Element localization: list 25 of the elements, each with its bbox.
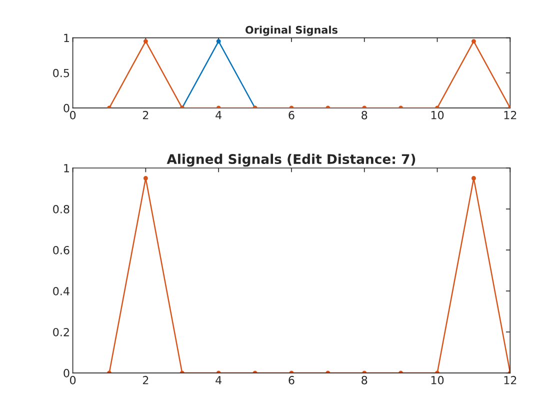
x-tick-label: 2 <box>142 110 148 120</box>
x-tick-label: 4 <box>216 111 222 120</box>
y-tick-label: 0.6 <box>53 246 70 254</box>
x-tick-label: 10 <box>431 376 444 384</box>
y-tick-label: 0 <box>64 104 70 112</box>
y-tick-label: 0.8 <box>53 204 70 214</box>
x-tick-label: 6 <box>288 110 294 120</box>
y-tick-label: 1 <box>64 164 69 172</box>
x-tick-label: 2 <box>142 376 148 384</box>
y-tick-label: 1 <box>64 34 69 42</box>
x-tick-label: 0 <box>70 376 76 384</box>
x-tick-label: 8 <box>362 376 368 384</box>
y-tick-label: 0.2 <box>53 328 69 336</box>
x-tick-label: 10 <box>431 110 444 120</box>
x-tick-label: 0 <box>70 110 76 120</box>
x-tick-label: 8 <box>362 110 368 120</box>
x-tick-label: 12 <box>504 376 516 384</box>
x-tick-label: 4 <box>216 376 222 384</box>
chart-title: Original Signals <box>246 26 338 36</box>
y-tick-label: 0.5 <box>53 68 70 78</box>
y-tick-label: 0 <box>64 368 70 378</box>
chart-title: Aligned Signals (Edit Distance: 7) <box>166 154 416 167</box>
x-tick-label: 6 <box>288 376 294 384</box>
x-tick-label: 12 <box>504 110 516 120</box>
y-tick-label: 0.4 <box>53 286 70 296</box>
